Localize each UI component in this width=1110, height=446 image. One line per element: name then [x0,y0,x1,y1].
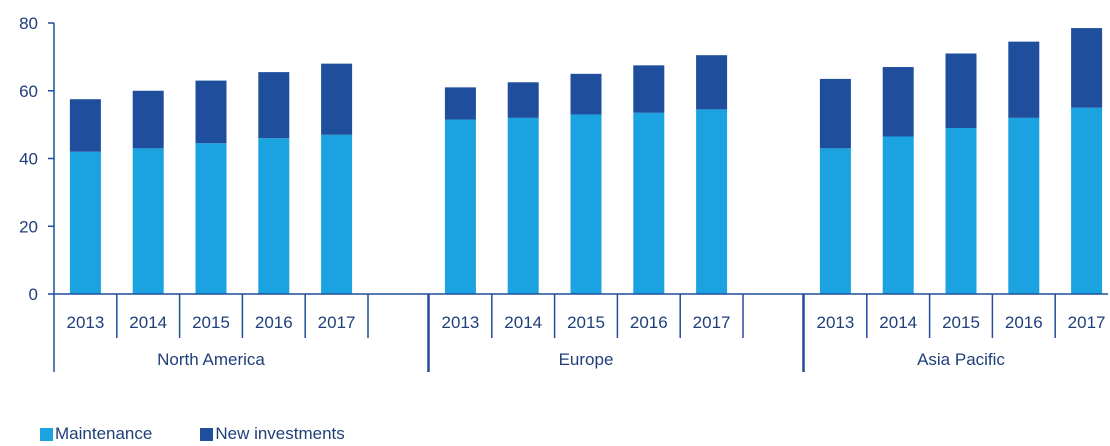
y-tick-label: 40 [19,150,38,169]
y-tick-label: 0 [29,285,38,304]
x-group-label: North America [157,350,265,369]
legend: Maintenance New investments [40,424,345,444]
bar-new-investments [696,55,728,110]
bar-maintenance [321,134,353,294]
x-axis: 2013 2014 2015 2016 2017 North America 2013 201… [53,293,1108,372]
bar-new-investments [945,53,977,129]
y-tick-label: 60 [19,82,38,101]
x-category-label: 2015 [567,313,605,332]
x-category-label: 2015 [192,313,230,332]
bar-new-investments [444,87,476,120]
legend-item-new-investments: New investments [200,424,345,444]
x-category-label: 2014 [879,313,917,332]
x-category-label: 2017 [693,313,731,332]
bar-new-investments [633,65,665,113]
x-category-label: 2016 [1005,313,1043,332]
x-group-label: Europe [559,350,614,369]
bar-new-investments [195,80,227,144]
bar-maintenance [258,138,290,294]
bar-new-investments [1008,41,1040,118]
bar-new-investments [570,73,602,115]
x-group-label: Asia Pacific [917,350,1005,369]
legend-swatch-new-investments [200,427,214,441]
bar-maintenance [69,151,101,294]
bar-maintenance [507,117,539,294]
bar-maintenance [444,119,476,294]
bar-maintenance [132,148,164,294]
bar-maintenance [882,136,914,294]
y-tick-label: 80 [19,14,38,33]
bar-maintenance [1071,107,1103,294]
x-category-label: 2017 [1068,313,1106,332]
stacked-bar-chart: 0 20 40 60 80 2013 2014 2015 2016 2017 North Amer… [19,14,1108,372]
bar-new-investments [819,78,851,149]
bar-new-investments [1071,28,1103,108]
bar-maintenance [570,114,602,295]
legend-swatch-maintenance [40,427,53,441]
x-category-label: 2017 [318,313,356,332]
bar-new-investments [132,90,164,149]
x-category-label: 2016 [630,313,668,332]
x-category-label: 2013 [66,313,104,332]
bar-new-investments [882,67,914,137]
legend-label-maintenance: Maintenance [55,424,153,443]
x-category-label: 2014 [504,313,542,332]
bar-new-investments [258,72,290,139]
bar-maintenance [819,148,851,294]
bar-maintenance [1008,117,1040,294]
x-category-label: 2014 [129,313,167,332]
bar-new-investments [69,99,101,152]
bar-maintenance [945,128,977,294]
legend-item-maintenance: Maintenance [40,424,152,444]
bar-maintenance [195,143,227,294]
bar-new-investments [507,82,539,118]
bar-maintenance [633,112,665,294]
x-category-label: 2013 [816,313,854,332]
bars [69,28,1103,295]
legend-label-new-investments: New investments [215,424,345,443]
y-axis: 0 20 40 60 80 [19,14,55,304]
x-category-label: 2016 [255,313,293,332]
bar-new-investments [321,63,353,135]
bar-maintenance [696,109,728,294]
y-tick-label: 20 [19,217,38,236]
x-category-label: 2013 [441,313,479,332]
x-category-label: 2015 [942,313,980,332]
